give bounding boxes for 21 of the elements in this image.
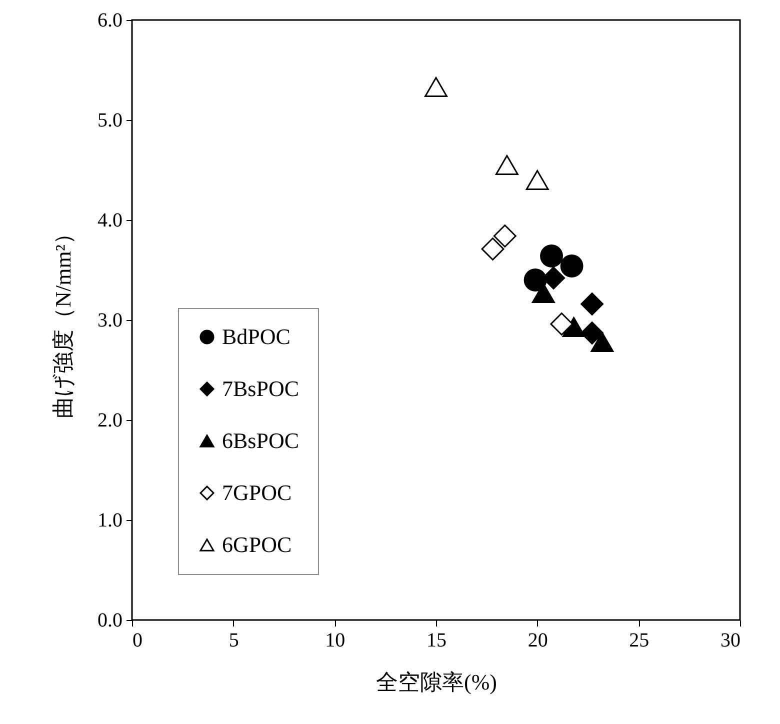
legend-label: 6BsPOC bbox=[222, 428, 300, 453]
legend-label: 6GPOC bbox=[222, 532, 292, 557]
y-axis-title: 曲げ強度（N/mm²） bbox=[50, 222, 76, 418]
x-tick-label: 25 bbox=[629, 630, 650, 652]
y-tick-label: 3.0 bbox=[98, 310, 122, 332]
x-tick-label: 20 bbox=[528, 630, 548, 652]
y-tick-label: 6.0 bbox=[98, 10, 122, 32]
y-tick-label: 0.0 bbox=[98, 610, 122, 632]
legend-label: BdPOC bbox=[222, 324, 290, 349]
x-axis-title: 全空隙率(%) bbox=[376, 670, 497, 694]
x-tick-label: 30 bbox=[720, 630, 740, 652]
y-tick-label: 2.0 bbox=[98, 410, 122, 432]
x-tick-label: 15 bbox=[426, 630, 446, 652]
y-tick-label: 4.0 bbox=[98, 210, 122, 232]
x-tick-label: 0 bbox=[132, 630, 142, 652]
y-tick-label: 1.0 bbox=[98, 510, 122, 532]
x-tick-label: 10 bbox=[325, 630, 346, 652]
legend-label: 7BsPOC bbox=[222, 376, 300, 401]
legend-label: 7GPOC bbox=[222, 480, 292, 505]
y-tick-label: 5.0 bbox=[98, 110, 122, 132]
x-tick-label: 5 bbox=[228, 630, 239, 652]
